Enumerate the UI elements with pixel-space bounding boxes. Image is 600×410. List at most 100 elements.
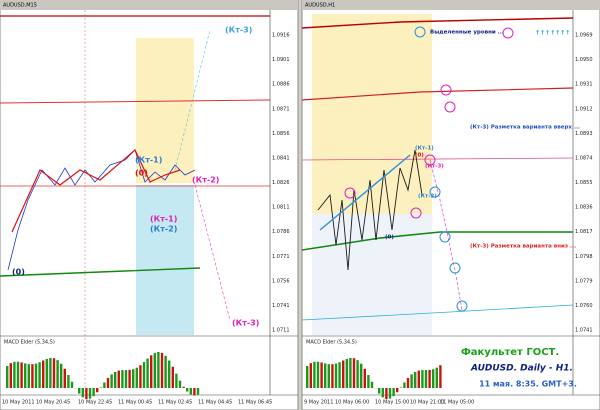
macd-histogram xyxy=(6,351,200,400)
histogram-bar xyxy=(24,363,27,388)
histogram-bar xyxy=(60,363,63,388)
wave-line xyxy=(11,149,181,233)
histogram-bar xyxy=(345,358,348,388)
histogram-bar xyxy=(410,374,413,388)
trend-line xyxy=(319,154,411,231)
time-label: 10 May 22:45 xyxy=(78,400,112,406)
histogram-bar xyxy=(142,362,146,388)
arrows-icon: ↑↑↑↑↑↑↑ xyxy=(535,30,570,37)
price-label: 1.0856 xyxy=(272,131,290,137)
histogram-bar xyxy=(63,368,66,388)
price-line xyxy=(317,149,423,271)
zone-down xyxy=(312,214,432,335)
histogram-bar xyxy=(186,388,189,392)
histogram-bar xyxy=(313,361,316,388)
histogram-bar xyxy=(34,363,38,388)
histogram-bar xyxy=(403,382,406,388)
annotation: (Кт-3) Разметка варианта вверх ... xyxy=(470,125,580,131)
time-label: 10 May 06:00 xyxy=(335,400,369,406)
histogram-bar xyxy=(157,351,160,388)
histogram-bar xyxy=(320,362,323,388)
histogram-bar xyxy=(110,374,113,388)
price-label: 1.0826 xyxy=(272,180,290,186)
histogram-bar xyxy=(20,362,23,388)
indicator-label: MACD Elder (5,34,5) xyxy=(4,340,55,346)
indicator-label: MACD Elder (5,34,5) xyxy=(306,340,357,346)
zone-down xyxy=(136,185,194,335)
title-bar[interactable] xyxy=(302,0,600,10)
histogram-bar xyxy=(189,388,192,395)
moving-average xyxy=(301,304,574,321)
histogram-bar xyxy=(367,375,370,388)
histogram-bar xyxy=(334,363,338,388)
histogram-bar xyxy=(45,358,48,388)
annotation: (Кт-2) xyxy=(192,176,219,185)
histogram-bar xyxy=(417,370,420,388)
histogram-bar xyxy=(6,366,9,388)
zone-up xyxy=(312,14,432,214)
histogram-bar xyxy=(164,355,167,388)
histogram-bar xyxy=(52,358,56,388)
histogram-bar xyxy=(381,388,384,398)
histogram-bar xyxy=(424,370,428,388)
annotation: (0) xyxy=(415,153,424,159)
annotation: Выделенные уровни ... xyxy=(430,30,504,36)
histogram-bar xyxy=(70,381,74,388)
price-label: 1.0969 xyxy=(575,33,593,39)
projection-line xyxy=(194,184,231,321)
moving-average xyxy=(0,267,201,277)
histogram-bar xyxy=(406,377,410,388)
histogram-bar xyxy=(121,370,124,388)
histogram-bar xyxy=(399,387,402,388)
price-label: 1.0798 xyxy=(575,254,593,260)
time-label: 10 May 20:45 xyxy=(36,400,70,406)
histogram-bar xyxy=(160,352,164,388)
time-label: 11 May 04:45 xyxy=(198,400,232,406)
histogram-bar xyxy=(396,388,399,393)
histogram-bar xyxy=(316,361,320,388)
title-bar[interactable] xyxy=(0,0,298,10)
histogram-bar xyxy=(178,380,182,388)
histogram-bar xyxy=(96,388,99,393)
histogram-bar xyxy=(139,365,142,388)
histogram-bar xyxy=(414,371,417,388)
histogram-bar xyxy=(392,388,395,397)
histogram-bar xyxy=(432,369,435,388)
time-label: 11 May 05:00 xyxy=(440,400,474,406)
histogram-bar xyxy=(370,381,374,388)
histogram-bar xyxy=(360,363,363,388)
annotation: (Кт-3) xyxy=(225,26,252,35)
histogram-bar xyxy=(150,355,153,388)
time-label: 10 May 2011 xyxy=(2,400,35,406)
annotation: (0) xyxy=(135,169,148,178)
projection-line xyxy=(174,29,211,171)
histogram-bar xyxy=(378,388,381,394)
histogram-bar xyxy=(428,369,431,388)
price-label: 1.0711 xyxy=(272,328,290,334)
histogram-bar xyxy=(338,362,341,388)
price-label: 1.0893 xyxy=(575,131,593,137)
histogram-bar xyxy=(9,363,12,388)
price-label: 1.0901 xyxy=(272,57,290,63)
histogram-bar xyxy=(13,361,16,388)
histogram-bar xyxy=(168,360,171,388)
histogram-bar xyxy=(352,358,356,388)
price-label: 1.0950 xyxy=(575,57,593,63)
window-title: AUDUSD,H1 xyxy=(305,3,335,9)
histogram-bar xyxy=(193,388,196,396)
histogram-bar xyxy=(103,382,106,388)
price-label: 1.0931 xyxy=(575,82,593,88)
price-label: 1.0756 xyxy=(272,278,290,284)
histogram-bar xyxy=(114,371,117,388)
histogram-bar xyxy=(42,360,45,388)
histogram-bar xyxy=(146,358,149,388)
window-title: AUDUSD,M15 xyxy=(3,3,37,9)
moving-average xyxy=(301,231,573,251)
histogram-bar xyxy=(327,364,330,388)
histogram-bar xyxy=(38,362,41,388)
zone-up xyxy=(136,38,194,183)
macd-histogram xyxy=(306,357,442,400)
histogram-bar xyxy=(27,364,30,388)
price-label: 1.0886 xyxy=(272,82,290,88)
price-label: 1.0855 xyxy=(575,180,593,186)
